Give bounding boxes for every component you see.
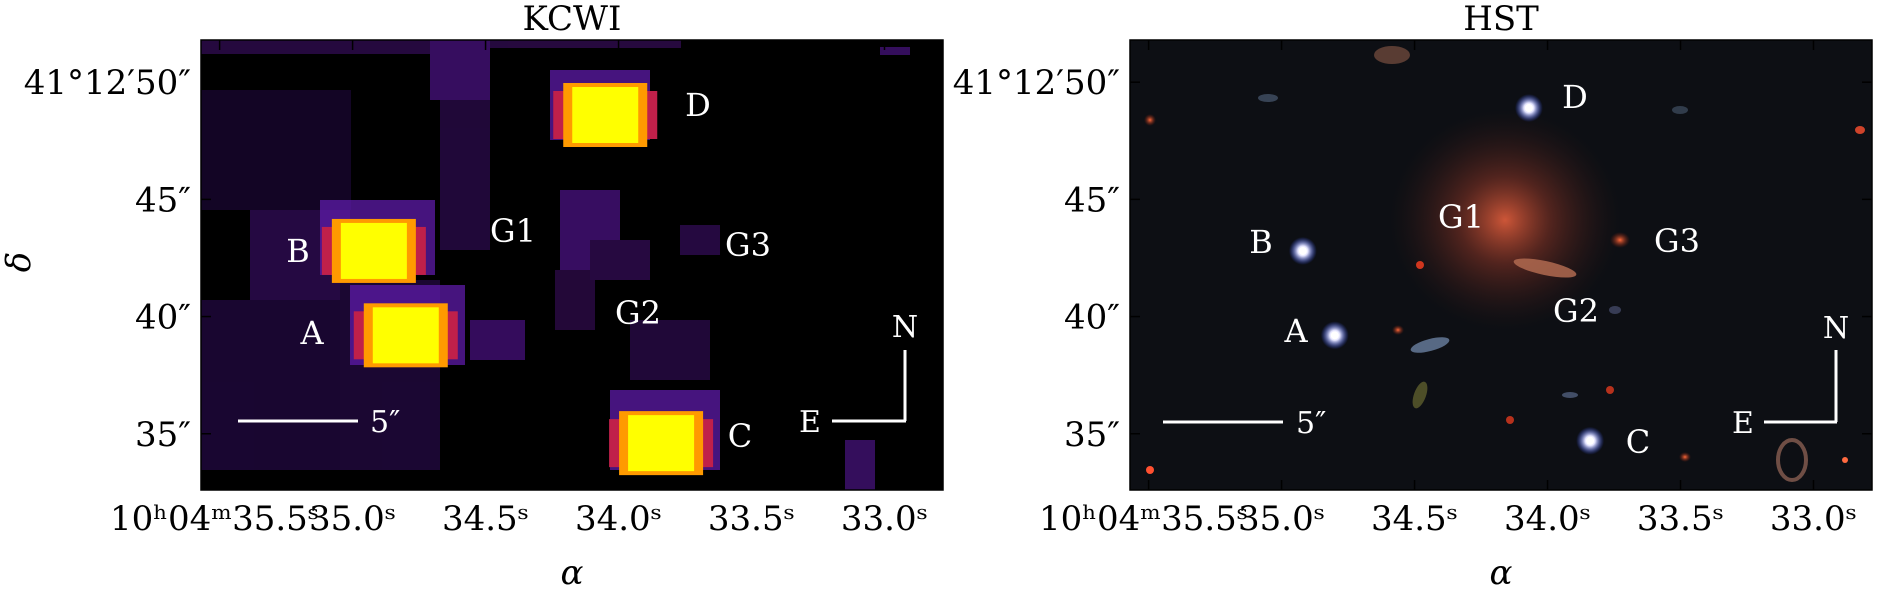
kcwi-label-g3: G3 xyxy=(725,226,771,264)
hst-compass-north: N xyxy=(1823,311,1849,346)
kcwi-image: 5″ N E D B A C G1 G2 G3 xyxy=(201,40,943,490)
hst-image: 5″ N E D B A C G1 G2 G3 xyxy=(1130,40,1872,490)
x-tick-label: 34.0ˢ xyxy=(575,499,662,539)
hst-galaxy-g2 xyxy=(1513,258,1577,278)
x-tick-label: 35.0ˢ xyxy=(309,499,396,539)
hst-label-g3: G3 xyxy=(1654,222,1700,260)
kcwi-compass-east: E xyxy=(799,405,821,440)
y-tick-label: 41°12′50″ xyxy=(953,63,1120,103)
hst-label-c: C xyxy=(1626,423,1650,461)
hst-panel: HST xyxy=(1129,0,1873,491)
hst-label-d: D xyxy=(1562,78,1588,116)
hst-label-a: A xyxy=(1283,312,1308,350)
hst-source-core xyxy=(1330,331,1339,340)
hst-label-g1: G1 xyxy=(1438,198,1484,236)
x-tick-label: 33.0ˢ xyxy=(1770,499,1857,539)
kcwi-x-axis-label: α xyxy=(561,553,584,593)
hst-source-core xyxy=(1298,246,1307,255)
x-tick-label: 34.5ˢ xyxy=(442,499,529,539)
hst-x-axis-label: α xyxy=(1490,553,1513,593)
hst-label-g2: G2 xyxy=(1553,292,1599,330)
kcwi-compass-north: N xyxy=(892,310,918,345)
x-tick-label: 33.5ˢ xyxy=(708,499,795,539)
hst-source-core xyxy=(1524,103,1533,112)
kcwi-label-b: B xyxy=(286,232,310,270)
kcwi-frame xyxy=(200,39,944,491)
kcwi-source-core xyxy=(572,87,639,143)
hst-source-core xyxy=(1586,436,1595,445)
kcwi-label-g1: G1 xyxy=(490,212,536,250)
x-tick-label: 10ʰ04ᵐ35.5ˢ xyxy=(110,499,319,539)
kcwi-source-core xyxy=(628,415,695,472)
y-tick-label: 40″ xyxy=(1064,298,1120,338)
hst-source-marks xyxy=(1288,93,1605,455)
kcwi-label-a: A xyxy=(299,314,324,352)
hst-galaxy-g3 xyxy=(1610,232,1630,248)
y-axis-label: δ xyxy=(0,252,39,272)
kcwi-source-core xyxy=(340,222,407,279)
hst-compass: N E xyxy=(1732,311,1849,441)
kcwi-source-marks xyxy=(321,83,714,476)
hst-panel-title: HST xyxy=(1463,0,1539,39)
hst-label-b: B xyxy=(1249,223,1273,261)
x-tick-label: 33.5ˢ xyxy=(1637,499,1724,539)
x-tick-label: 34.5ˢ xyxy=(1371,499,1458,539)
x-tick-label: 34.0ˢ xyxy=(1504,499,1591,539)
hst-compass-east: E xyxy=(1732,406,1754,441)
y-tick-label: 35″ xyxy=(135,415,191,455)
kcwi-panel: KCWI xyxy=(200,0,944,491)
kcwi-label-g2: G2 xyxy=(615,294,661,332)
kcwi-panel-title: KCWI xyxy=(523,0,622,39)
hst-frame xyxy=(1129,39,1873,491)
x-tick-label: 33.0ˢ xyxy=(841,499,928,539)
y-tick-label: 40″ xyxy=(135,298,191,338)
y-tick-label: 41°12′50″ xyxy=(24,63,191,103)
hst-scale-label: 5″ xyxy=(1296,406,1326,441)
x-tick-label: 35.0ˢ xyxy=(1238,499,1325,539)
y-tick-label: 35″ xyxy=(1064,415,1120,455)
kcwi-label-c: C xyxy=(728,417,752,455)
kcwi-compass: N E xyxy=(799,310,918,440)
kcwi-scale-label: 5″ xyxy=(370,405,400,440)
kcwi-label-d: D xyxy=(685,86,711,124)
y-tick-label: 45″ xyxy=(135,180,191,220)
kcwi-source-core xyxy=(372,307,439,364)
x-tick-label: 10ʰ04ᵐ35.5ˢ xyxy=(1039,499,1248,539)
y-tick-label: 45″ xyxy=(1064,180,1120,220)
